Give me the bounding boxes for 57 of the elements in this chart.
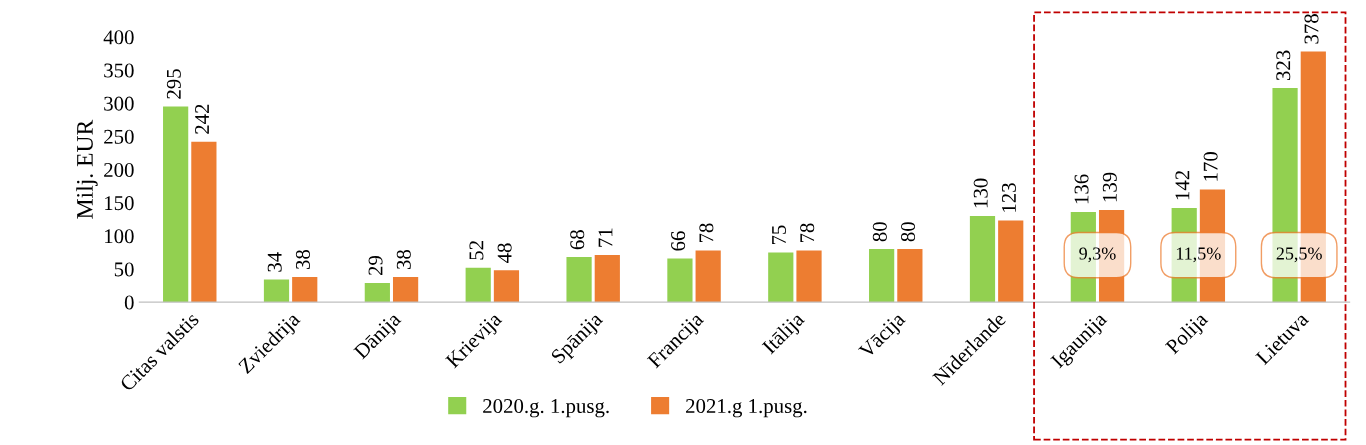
data-label: 71 (598, 228, 613, 247)
data-label: 34 (267, 252, 282, 272)
data-label: 78 (800, 223, 815, 243)
data-label: 170 (1203, 152, 1218, 181)
bar (493, 270, 520, 303)
y-tick-label: 0 (124, 295, 134, 310)
bar (594, 255, 620, 303)
data-label: 68 (570, 230, 585, 250)
y-tick-label: 200 (104, 162, 134, 177)
bar (897, 249, 923, 303)
data-label: 29 (368, 256, 383, 276)
bar (465, 267, 491, 303)
data-label: 38 (295, 249, 310, 270)
legend-label: 2020.g. 1.pusg. (483, 399, 609, 418)
data-label: 52 (469, 241, 484, 260)
y-axis-title: Milj. EUR (76, 119, 98, 219)
bar (191, 141, 217, 303)
y-tick-label: 50 (114, 262, 134, 277)
y-tick-label: 100 (105, 229, 134, 244)
data-label: 66 (671, 231, 686, 251)
y-tick-label: 400 (103, 30, 134, 45)
bar (869, 249, 895, 303)
data-label: 139 (1102, 172, 1117, 202)
data-label: 78 (699, 223, 714, 243)
annotation: 25,5% (1276, 247, 1322, 263)
data-label: 123 (1001, 183, 1016, 212)
y-tick-label: 250 (104, 129, 134, 144)
data-label: 378 (1304, 14, 1319, 44)
y-tick-label: 350 (104, 63, 134, 78)
data-label: 75 (772, 225, 786, 245)
data-label: 142 (1175, 170, 1190, 200)
bar (796, 250, 822, 303)
data-label: 323 (1276, 50, 1291, 81)
y-tick-label: 150 (105, 196, 134, 211)
data-label: 38 (396, 249, 411, 270)
data-label: 80 (872, 222, 887, 242)
bar (163, 106, 189, 303)
data-label: 136 (1074, 174, 1089, 204)
legend-label: 2021.g 1.pusg. (686, 399, 807, 418)
bar (364, 282, 390, 303)
data-label: 242 (195, 104, 209, 134)
data-label: 130 (973, 178, 988, 208)
bar (768, 252, 794, 303)
bar (392, 276, 419, 303)
bar (292, 276, 318, 303)
annotation: 11,5% (1176, 247, 1221, 263)
bar (695, 250, 721, 303)
data-label: 80 (901, 222, 916, 242)
y-tick-label: 300 (104, 96, 134, 111)
data-label: 295 (166, 69, 181, 99)
bar (667, 258, 693, 303)
annotation: 9,3% (1079, 247, 1116, 263)
data-label: 48 (497, 243, 512, 263)
bar (263, 279, 290, 303)
bar (566, 257, 592, 303)
bar (998, 220, 1024, 303)
bar (969, 215, 996, 303)
